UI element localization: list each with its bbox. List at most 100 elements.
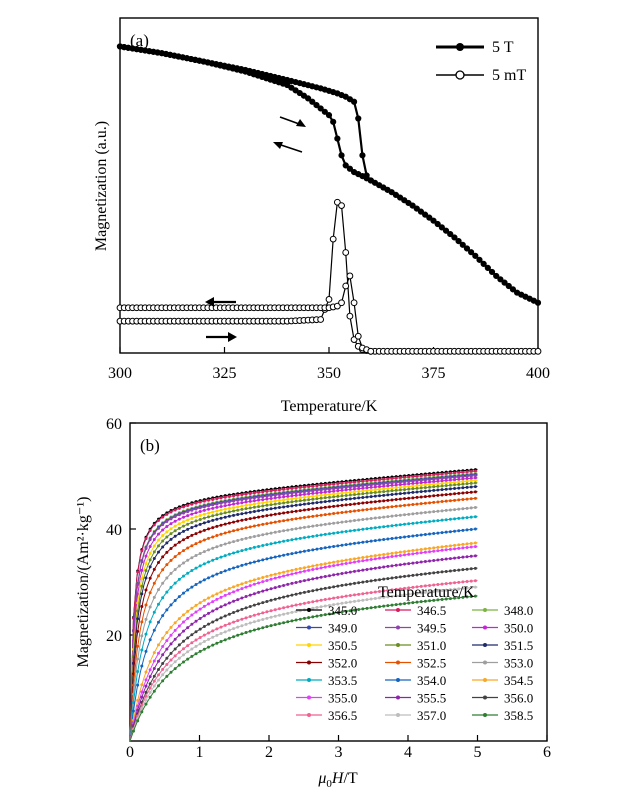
legend-entry-351.5: 351.5: [472, 638, 533, 653]
data-point-353.0: [465, 506, 469, 510]
data-point-356.5: [390, 588, 394, 592]
legend-marker-5T: [456, 43, 464, 51]
data-point-352.0: [156, 561, 160, 565]
legend-entry-352.0: 352.0: [296, 656, 357, 671]
data-point-351.0: [423, 486, 427, 490]
data-point-353.5: [273, 541, 277, 545]
data-point-346.5: [340, 481, 344, 485]
data-point-352.0: [273, 512, 277, 516]
legend-marker: [483, 695, 487, 700]
data-point-352.5: [182, 549, 186, 553]
data-point-350.5: [415, 484, 419, 488]
data-point-349.5: [223, 500, 227, 504]
data-point-358.5: [298, 617, 302, 621]
data-point-352.5: [269, 521, 273, 525]
data-point-356.0: [323, 586, 327, 590]
data-point-5mT: [350, 299, 358, 307]
data-point-354.0: [194, 583, 198, 587]
data-point-356.0: [336, 584, 340, 588]
data-point-357.0: [382, 595, 386, 599]
data-point-357.0: [290, 610, 294, 614]
data-point-356.5: [261, 611, 265, 615]
data-point-351.5: [352, 496, 356, 500]
data-point-352.5: [152, 581, 156, 585]
data-point-346.5: [419, 474, 423, 478]
data-point-5mT: [342, 282, 350, 290]
data-point-350.0: [144, 554, 148, 558]
data-point-354.5: [307, 565, 311, 569]
data-point-354.5: [252, 578, 256, 582]
data-point-356.5: [469, 579, 473, 583]
data-point-356.0: [219, 616, 223, 620]
legend-marker: [483, 713, 487, 717]
data-point-354.5: [352, 557, 356, 561]
data-point-355.0: [461, 546, 465, 550]
data-point-353.0: [390, 514, 394, 518]
data-point-351.5: [315, 501, 319, 505]
data-point-356.5: [211, 629, 215, 633]
data-point-350.0: [261, 498, 265, 502]
data-point-353.0: [394, 514, 398, 518]
data-point-354.5: [382, 552, 386, 556]
data-point-351.0: [244, 507, 248, 511]
data-point-351.5: [169, 537, 173, 541]
data-point-358.5: [219, 639, 223, 643]
data-point-346.5: [415, 474, 419, 478]
legend-label: 358.5: [504, 708, 533, 723]
data-point-355.5: [252, 592, 256, 596]
data-point-355.0: [190, 613, 194, 617]
data-point-356.5: [194, 638, 198, 642]
data-point-5T: [476, 256, 483, 263]
data-point-352.5: [198, 540, 202, 544]
data-point-5T: [350, 98, 358, 105]
data-point-351.0: [273, 502, 277, 506]
data-point-356.5: [457, 580, 461, 584]
data-point-355.0: [294, 571, 298, 575]
data-point-353.0: [415, 511, 419, 515]
data-point-351.5: [394, 492, 398, 496]
data-point-350.0: [290, 494, 294, 498]
data-point-354.5: [182, 613, 186, 617]
data-point-355.0: [232, 590, 236, 594]
data-point-350.5: [273, 499, 277, 503]
data-point-346.5: [227, 495, 231, 499]
data-point-351.0: [428, 485, 432, 489]
data-point-349.5: [298, 490, 302, 494]
data-point-352.5: [369, 507, 373, 511]
data-point-357.0: [361, 598, 365, 602]
data-point-351.5: [140, 592, 144, 596]
data-point-5mT: [534, 347, 542, 355]
data-point-355.0: [386, 555, 390, 559]
data-point-352.5: [311, 514, 315, 518]
data-point-352.5: [365, 508, 369, 512]
data-point-355.0: [215, 597, 219, 601]
data-point-356.0: [457, 568, 461, 572]
data-point-353.0: [156, 588, 160, 592]
data-point-353.0: [148, 605, 152, 609]
legend-entry-350.0: 350.0: [472, 621, 533, 636]
data-point-353.5: [453, 517, 457, 521]
data-point-356.0: [207, 622, 211, 626]
legend-title-b: Temperature/K: [378, 584, 475, 601]
data-point-355.5: [207, 611, 211, 615]
data-point-346.5: [211, 497, 215, 501]
data-point-351.0: [382, 490, 386, 494]
data-point-354.5: [248, 579, 252, 583]
data-point-5mT: [342, 249, 350, 256]
legend-marker: [396, 625, 400, 630]
data-point-346.5: [223, 495, 227, 499]
data-point-352.0: [161, 555, 165, 559]
data-point-355.5: [348, 570, 352, 574]
data-point-350.5: [382, 487, 386, 491]
data-point-356.0: [436, 570, 440, 574]
data-point-357.0: [252, 620, 256, 624]
data-point-350.0: [453, 478, 457, 482]
data-point-356.5: [327, 597, 331, 601]
data-point-5mT: [354, 332, 362, 340]
data-point-355.5: [357, 569, 361, 573]
data-point-355.5: [286, 582, 290, 586]
data-point-353.5: [227, 552, 231, 556]
data-point-356.5: [190, 641, 194, 645]
data-point-350.5: [261, 501, 265, 505]
data-point-357.0: [457, 587, 461, 591]
